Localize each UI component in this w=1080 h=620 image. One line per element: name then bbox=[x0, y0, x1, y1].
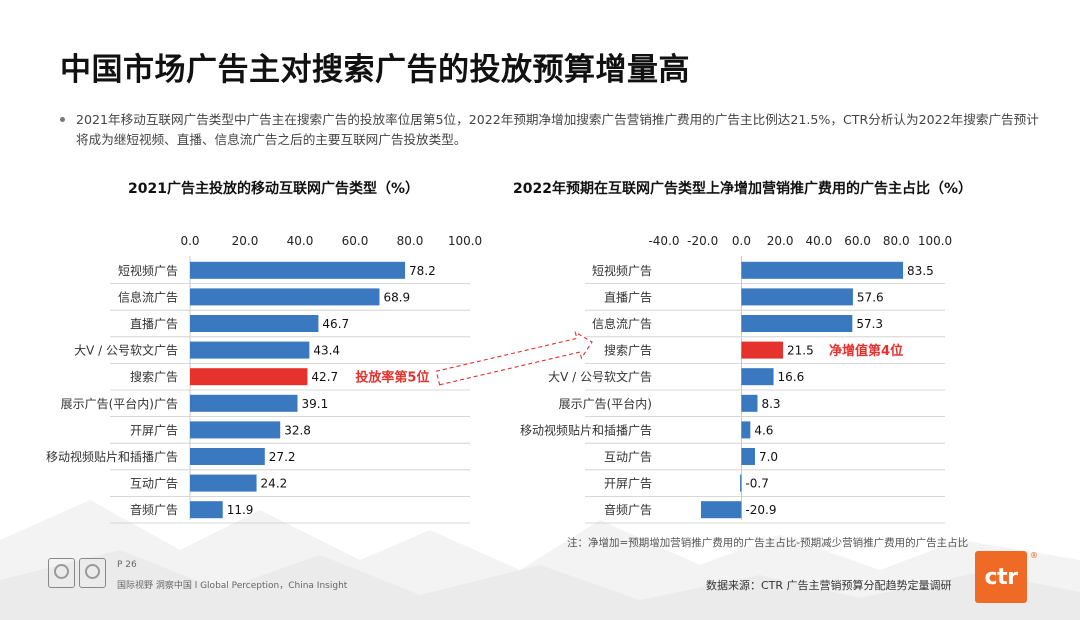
chart1-tick-label: 60.0 bbox=[342, 234, 369, 248]
footer-tagline: 国际视野 洞察中国 l Global Perception，China Insi… bbox=[117, 581, 348, 591]
chart1-bar bbox=[190, 474, 257, 492]
chart2-data-label: -0.7 bbox=[745, 477, 768, 491]
chart2-category-label: 移动视频贴片和插播广告 bbox=[520, 422, 652, 437]
chart1-category-label: 直播广告 bbox=[130, 317, 178, 331]
chart1-category-label: 短视频广告 bbox=[118, 263, 178, 278]
chart1-bar bbox=[190, 261, 406, 279]
chart2-data-label: 16.6 bbox=[778, 370, 805, 384]
background-decoration bbox=[0, 500, 1080, 620]
chart1-data-label: 27.2 bbox=[269, 450, 296, 464]
chart2-category-label: 大V / 公号软文广告 bbox=[548, 369, 652, 384]
bullet-dot bbox=[60, 117, 65, 122]
chart1-bar bbox=[190, 448, 265, 465]
chart2-bar bbox=[741, 421, 751, 439]
chart2-tick-label: 0.0 bbox=[732, 234, 751, 248]
chart1-category-label: 音频广告 bbox=[130, 502, 178, 517]
chart2-bar bbox=[700, 501, 742, 519]
chart2-category-label: 短视频广告 bbox=[592, 263, 652, 278]
chart2-tick-label: 100.0 bbox=[918, 234, 952, 248]
chart2-tick-label: -40.0 bbox=[648, 234, 679, 248]
chart1-bar bbox=[190, 368, 308, 386]
chart2-category-label: 互动广告 bbox=[604, 450, 652, 464]
certification-badges bbox=[48, 558, 106, 590]
chart1-bar bbox=[190, 501, 223, 519]
chart2-tick-label: -20.0 bbox=[687, 234, 718, 248]
chart2-data-label: -20.9 bbox=[745, 503, 776, 517]
chart1-category-label: 展示广告(平台内)广告 bbox=[61, 396, 178, 411]
data-source: 数据来源：CTR 广告主营销预算分配趋势定量调研 bbox=[706, 579, 952, 592]
chart1-bar bbox=[190, 315, 319, 332]
chart2-data-label: 8.3 bbox=[761, 397, 780, 411]
chart2-tick-label: 20.0 bbox=[767, 234, 794, 248]
chart2-category-label: 展示广告(平台内) bbox=[559, 396, 652, 411]
chart2-data-label: 4.6 bbox=[754, 423, 773, 437]
chart2-category-label: 开屏广告 bbox=[604, 477, 652, 491]
chart2-bar bbox=[741, 394, 758, 412]
chart2-category-label: 音频广告 bbox=[604, 502, 652, 517]
chart2-data-label: 57.6 bbox=[857, 290, 884, 304]
certification-icon bbox=[48, 558, 75, 588]
chart1-data-label: 24.2 bbox=[261, 477, 288, 491]
chart1-data-label: 46.7 bbox=[322, 317, 349, 331]
chart2-data-label: 83.5 bbox=[907, 264, 934, 278]
chart1-bar bbox=[190, 341, 310, 359]
page-title: 中国市场广告主对搜索广告的投放预算增量高 bbox=[60, 52, 690, 88]
chart1-data-label: 78.2 bbox=[409, 264, 436, 278]
page-number: P 26 bbox=[117, 560, 137, 570]
chart1-tick-label: 80.0 bbox=[397, 234, 424, 248]
chart1-category-label: 开屏广告 bbox=[130, 423, 178, 437]
chart2-data-label: 57.3 bbox=[856, 317, 883, 331]
chart2-tick-label: 80.0 bbox=[883, 234, 910, 248]
chart1-bar bbox=[190, 288, 380, 306]
chart1-tick-label: 20.0 bbox=[232, 234, 259, 248]
chart1-category-label: 移动视频贴片和插播广告 bbox=[46, 449, 178, 464]
ctr-logo: ctr bbox=[975, 551, 1027, 603]
chart1-data-label: 32.8 bbox=[284, 423, 311, 437]
chart2-bar bbox=[741, 368, 774, 386]
chart2-category-label: 直播广告 bbox=[604, 290, 652, 304]
chart2-category-label: 信息流广告 bbox=[592, 316, 652, 331]
chart1-bar bbox=[190, 421, 281, 439]
chart1-category-label: 互动广告 bbox=[130, 477, 178, 491]
chart1-category-label: 信息流广告 bbox=[118, 289, 178, 304]
chart1-tick-label: 40.0 bbox=[287, 234, 314, 248]
chart2-tick-label: 40.0 bbox=[805, 234, 832, 248]
chart2-bar bbox=[741, 341, 784, 359]
chart-2021-title: 2021广告主投放的移动互联网广告类型（%） bbox=[128, 181, 419, 197]
chart2-bar bbox=[741, 315, 853, 332]
chart2-bar bbox=[741, 448, 755, 465]
chart1-category-label: 大V / 公号软文广告 bbox=[74, 343, 178, 358]
chart1-data-label: 42.7 bbox=[311, 370, 338, 384]
chart1-bar bbox=[190, 394, 298, 412]
certification-icon bbox=[79, 558, 106, 588]
chart2-bar bbox=[740, 474, 742, 492]
chart-2022-title: 2022年预期在互联网广告类型上净增加营销推广费用的广告主占比（%） bbox=[513, 181, 972, 197]
registered-mark-icon: ® bbox=[1030, 551, 1038, 560]
connector-arrow-icon bbox=[435, 331, 593, 386]
summary-bullet: 2021年移动互联网广告类型中广告主在搜索广告的投放率位居第5位，2022年预期… bbox=[60, 110, 1041, 150]
chart1-data-label: 39.1 bbox=[302, 397, 329, 411]
chart2-data-label: 21.5 bbox=[787, 344, 814, 358]
footnote: 注：净增加=预期增加营销推广费用的广告主占比-预期减少营销推广费用的广告主占比 bbox=[567, 537, 969, 549]
chart1-category-label: 搜索广告 bbox=[130, 369, 178, 384]
chart2-bar bbox=[741, 288, 853, 306]
chart1-annotation: 投放率第5位 bbox=[355, 370, 429, 386]
chart2-data-label: 7.0 bbox=[759, 450, 778, 464]
chart2-category-label: 搜索广告 bbox=[604, 343, 652, 358]
chart1-data-label: 11.9 bbox=[227, 503, 254, 517]
chart1-tick-label: 0.0 bbox=[180, 234, 199, 248]
chart2-annotation: 净增值第4位 bbox=[829, 343, 903, 359]
chart2-tick-label: 60.0 bbox=[844, 234, 871, 248]
chart1-tick-label: 100.0 bbox=[448, 234, 482, 248]
chart1-data-label: 68.9 bbox=[383, 290, 410, 304]
chart2-bar bbox=[741, 261, 904, 279]
summary-text: 2021年移动互联网广告类型中广告主在搜索广告的投放率位居第5位，2022年预期… bbox=[76, 112, 1039, 147]
chart1-data-label: 43.4 bbox=[313, 344, 340, 358]
